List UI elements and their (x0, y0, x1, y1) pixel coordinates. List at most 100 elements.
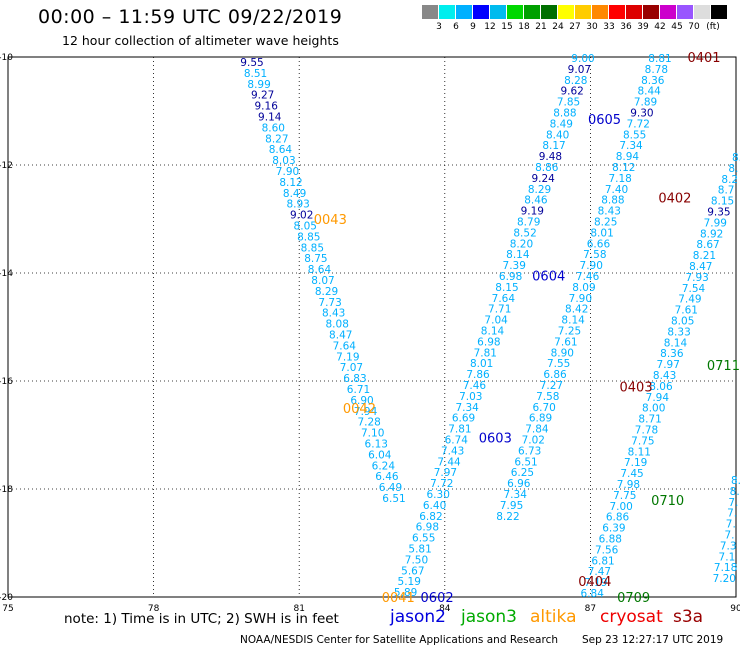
wave-height-value: 6.70 (532, 402, 555, 414)
legend-swatch (507, 5, 523, 19)
wave-height-value: 7.99 (704, 217, 727, 229)
wave-height-value: 8.90 (551, 347, 574, 359)
lon-tick-label: 84 (439, 604, 451, 614)
legend-swatch (575, 5, 591, 19)
pass-id-label: 0401 (687, 51, 720, 66)
legend-unit: (ft) (706, 22, 720, 32)
credit-line: NOAA/NESDIS Center for Satellite Applica… (240, 634, 558, 646)
wave-height-value: 8.71 (638, 414, 661, 426)
wave-height-value: 6.39 (602, 523, 625, 535)
wave-height-value: 6.24 (372, 460, 396, 472)
wave-height-value: 8.78 (645, 64, 668, 76)
wave-height-value: 8.14 (506, 249, 530, 261)
wave-height-value: 6.46 (375, 471, 399, 483)
wave-height-value: 6.73 (518, 445, 541, 457)
axis-ticks: 75 78 81 84 87 90 -10 -12 -14 -16 -18 -20 (0, 53, 740, 614)
wave-height-value: 7. (726, 519, 736, 531)
wave-height-value: 8.47 (689, 261, 712, 273)
lat-tick-label: -20 (0, 593, 13, 603)
wave-height-value: 6.49 (379, 482, 402, 494)
wave-height-value: 8. (728, 163, 738, 175)
wave-height-value: 7.85 (557, 97, 580, 109)
wave-height-value: 8.88 (601, 195, 624, 207)
wave-height-value: 7.34 (455, 402, 479, 414)
wave-height-value: 8.85 (297, 231, 320, 243)
wave-height-value: 6.51 (382, 493, 405, 505)
generated-timestamp: Sep 23 12:27:17 UTC 2019 (582, 634, 724, 646)
legend-label: 70 (688, 22, 700, 32)
wave-height-value: 8.43 (598, 206, 621, 218)
lon-tick-label: 81 (293, 604, 304, 614)
wave-height-value: 7.61 (554, 336, 577, 348)
wave-height-value: 7.56 (595, 544, 619, 556)
wave-height-value: 8.81 (648, 53, 671, 65)
wave-height-value: 7.20 (713, 573, 736, 585)
wave-height-value: 6.82 (419, 511, 442, 523)
wave-height-value: 8.14 (481, 326, 505, 338)
legend-label: 12 (484, 22, 496, 32)
satellite-jason3: jason3 (461, 607, 517, 627)
wave-height-value: 8.22 (496, 511, 519, 523)
wave-height-value: 8.11 (628, 446, 651, 458)
wave-height-value: 7.3 (720, 540, 737, 552)
wave-height-value: 6.86 (606, 512, 630, 524)
wave-height-value: 8.00 (642, 403, 665, 415)
wave-height-value: 9.14 (258, 112, 282, 124)
wave-height-value: 5.19 (398, 576, 421, 588)
legend-swatch (456, 5, 472, 19)
wave-height-value: 7.28 (357, 417, 380, 429)
wave-height-value: 6.55 (412, 533, 435, 545)
legend-swatch (558, 5, 574, 19)
wave-height-value: 8.09 (572, 282, 595, 294)
wave-height-value: 8.99 (247, 79, 270, 91)
satellite-jason2: jason2 (390, 607, 446, 627)
wave-height-value: 8.28 (564, 75, 587, 87)
wave-height-value: 6.13 (365, 439, 388, 451)
wave-height-value: 6.81 (591, 555, 614, 567)
lon-tick-label: 87 (585, 604, 596, 614)
wave-height-value: 8.29 (528, 184, 551, 196)
wave-height-value: 7.43 (441, 445, 464, 457)
pass-id-label: 0604 (532, 270, 565, 285)
wave-height-value: 7.18 (714, 562, 737, 574)
wave-height-value: 7.44 (437, 456, 461, 468)
wave-height-value: 7.75 (631, 435, 654, 447)
wave-height-value: 8.29 (315, 286, 338, 298)
wave-height-value: 6.25 (511, 467, 534, 479)
lat-tick-label: -16 (0, 377, 13, 387)
wave-height-value: 7.1 (719, 551, 736, 563)
wave-height-value: 6.84 (581, 588, 605, 600)
wave-height-value: 9.02 (290, 210, 313, 222)
wave-height-value: 8.01 (470, 358, 493, 370)
wave-height-value: 7.84 (525, 424, 549, 436)
wave-height-value: 6.96 (507, 478, 531, 490)
wave-height-value: 8.05 (671, 316, 694, 328)
wave-height-value: 7.00 (609, 501, 632, 513)
lon-tick-label: 90 (730, 604, 740, 614)
wave-height-value: 8.14 (664, 337, 688, 349)
wave-height-value: 7.07 (340, 362, 363, 374)
wave-height-value: 7.72 (627, 118, 650, 130)
wave-height-value: 5.67 (401, 565, 424, 577)
wave-height-value: 7.97 (434, 467, 457, 479)
legend-swatch (490, 5, 506, 19)
legend-label: 39 (637, 22, 649, 32)
wave-height-value: 7.90 (580, 260, 603, 272)
wave-height-value: 8.86 (535, 162, 559, 174)
wave-height-value: 9.19 (521, 206, 544, 218)
wave-height-value: 9.07 (568, 64, 591, 76)
wave-height-value: 7.27 (540, 380, 563, 392)
wave-height-value: 7.89 (634, 97, 657, 109)
wave-height-value: 8.79 (517, 217, 540, 229)
wave-height-value: 8.51 (244, 68, 267, 80)
wave-height-value: 6.89 (529, 413, 552, 425)
page-title: 00:00 – 11:59 UTC 09/22/2019 (38, 6, 343, 28)
wave-height-value: 7.46 (463, 380, 487, 392)
satellite-s3a: s3a (673, 607, 704, 627)
wave-height-value: 8. (732, 152, 740, 164)
wave-height-value: 7.90 (569, 293, 592, 305)
wave-height-value: 7.61 (675, 305, 698, 317)
wave-height-value: 9.48 (539, 151, 562, 163)
wave-height-value: 8.17 (542, 140, 565, 152)
legend-swatch (711, 5, 727, 19)
